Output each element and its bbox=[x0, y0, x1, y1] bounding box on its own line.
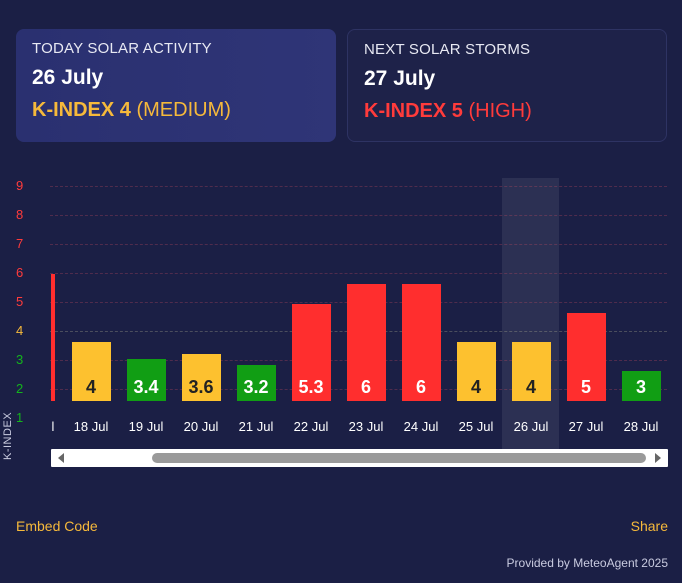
bar-value-label: 3 bbox=[635, 377, 646, 397]
scroll-right-arrow-icon[interactable] bbox=[655, 453, 661, 463]
kindex-bar[interactable]: 5 bbox=[566, 313, 606, 401]
bar-value-label: 5.3 bbox=[298, 376, 324, 397]
next-card-kindex: K-INDEX 5 (HIGH) bbox=[364, 100, 650, 123]
x-tick-label: 23 Jul bbox=[348, 419, 384, 434]
scroll-left-arrow-icon[interactable] bbox=[58, 453, 64, 463]
y-tick-label: 4 bbox=[16, 323, 24, 338]
bar-value-label: 3.2 bbox=[243, 376, 269, 397]
kindex-bar[interactable]: 3.6 bbox=[181, 353, 221, 401]
bar-value-label: 3.4 bbox=[133, 376, 159, 397]
x-tick-label: 18 Jul bbox=[73, 419, 109, 434]
kindex-bar[interactable]: 3.2 bbox=[236, 365, 276, 401]
y-tick-label: 3 bbox=[16, 352, 24, 367]
y-tick-label: 1 bbox=[16, 410, 24, 425]
next-kindex-value: K-INDEX 5 bbox=[364, 100, 463, 122]
x-tick-label: l bbox=[51, 419, 55, 434]
x-tick-label: 20 Jul bbox=[183, 419, 219, 434]
next-card-date: 27 July bbox=[364, 67, 436, 90]
y-axis-title: K-INDEX bbox=[2, 411, 14, 460]
y-tick-label: 5 bbox=[16, 294, 24, 309]
today-highlight-column bbox=[502, 178, 559, 450]
kindex-bar[interactable]: 4 bbox=[511, 342, 551, 401]
x-tick-label: 25 Jul bbox=[458, 419, 494, 434]
gridline bbox=[50, 244, 667, 245]
x-tick-label: 21 Jul bbox=[238, 419, 274, 434]
kindex-bar[interactable]: 3.4 bbox=[126, 359, 166, 401]
kindex-bar[interactable]: 4 bbox=[71, 342, 111, 401]
gridline bbox=[50, 215, 667, 216]
kindex-bar[interactable]: 4 bbox=[456, 342, 496, 401]
chart-horizontal-scrollbar[interactable] bbox=[51, 449, 668, 467]
today-activity-card: TODAY SOLAR ACTIVITY 26 July K-INDEX 4 (… bbox=[16, 29, 336, 142]
bar-value-label: 4 bbox=[525, 377, 536, 397]
x-tick-label: 24 Jul bbox=[403, 419, 439, 434]
kindex-bar[interactable]: 6 bbox=[401, 284, 441, 401]
bar-value-label: 5 bbox=[580, 377, 591, 397]
kindex-bar[interactable]: 5.3 bbox=[291, 304, 331, 401]
today-kindex-value: K-INDEX 4 bbox=[32, 99, 131, 121]
scrollbar-thumb[interactable] bbox=[152, 453, 646, 463]
y-tick-label: 8 bbox=[16, 207, 24, 222]
x-tick-label: 27 Jul bbox=[568, 419, 604, 434]
next-storms-card: NEXT SOLAR STORMS 27 July K-INDEX 5 (HIG… bbox=[347, 29, 667, 142]
next-card-label: NEXT SOLAR STORMS bbox=[364, 41, 531, 58]
embed-code-link[interactable]: Embed Code bbox=[16, 518, 98, 534]
today-card-kindex: K-INDEX 4 (MEDIUM) bbox=[32, 99, 320, 122]
y-tick-label: 9 bbox=[16, 178, 24, 193]
share-link[interactable]: Share bbox=[630, 518, 668, 534]
today-card-date: 26 July bbox=[32, 66, 104, 89]
provided-by-credit: Provided by MeteoAgent 2025 bbox=[506, 556, 668, 570]
bar-value-label: 4 bbox=[85, 377, 96, 397]
bar-value-label: 4 bbox=[470, 377, 481, 397]
bar-value-label: 6 bbox=[415, 377, 426, 397]
y-tick-label: 2 bbox=[16, 381, 24, 396]
x-tick-label: 28 Jul bbox=[623, 419, 659, 434]
x-tick-label: 26 Jul bbox=[513, 419, 549, 434]
x-tick-label: 22 Jul bbox=[293, 419, 329, 434]
y-tick-label: 6 bbox=[16, 265, 24, 280]
gridline bbox=[50, 273, 667, 274]
kindex-bar-chart: K-INDEX 9 8 7 6 5 4 3 2 1 l 4 18 Jul 3.4 19 Jul 3.6 20 … bbox=[0, 170, 682, 470]
kindex-bar[interactable]: 3 bbox=[621, 371, 661, 401]
today-kindex-level: (MEDIUM) bbox=[136, 99, 231, 121]
bar-value-label: 3.6 bbox=[188, 376, 214, 397]
x-tick-label: 19 Jul bbox=[128, 419, 164, 434]
today-card-label: TODAY SOLAR ACTIVITY bbox=[32, 40, 212, 57]
y-tick-label: 7 bbox=[16, 236, 24, 251]
next-kindex-level: (HIGH) bbox=[468, 100, 532, 122]
partial-bar bbox=[51, 274, 55, 401]
kindex-bar[interactable]: 6 bbox=[346, 284, 386, 401]
gridline bbox=[50, 186, 667, 187]
bar-value-label: 6 bbox=[360, 377, 371, 397]
